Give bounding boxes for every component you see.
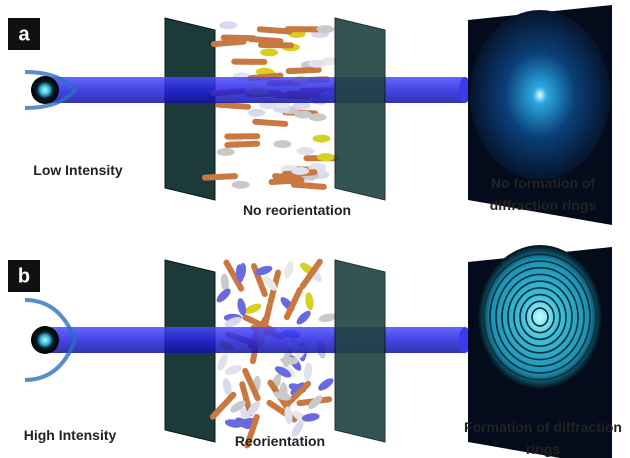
disc: [247, 108, 266, 117]
panel-b: b High Intensity Reorientation Formation of…: [8, 245, 622, 458]
rod: [252, 118, 289, 127]
medium-caption: Reorientation: [235, 433, 325, 449]
panel-label: b: [18, 265, 30, 287]
disc: [235, 264, 244, 283]
rod: [256, 26, 293, 35]
disc: [222, 378, 232, 396]
disc: [260, 48, 279, 57]
rod: [257, 41, 294, 49]
disc: [303, 362, 313, 381]
disc: [318, 378, 334, 391]
rod: [285, 66, 322, 75]
disc: [308, 163, 327, 172]
diffraction-ring: [501, 273, 579, 361]
disc: [237, 298, 247, 316]
disc: [294, 110, 313, 119]
rod: [224, 140, 261, 148]
diffraction-pattern: [470, 10, 610, 180]
disc: [224, 419, 243, 428]
screen-caption: diffraction rings: [490, 197, 597, 213]
disc: [224, 316, 242, 328]
panel-label: a: [18, 23, 30, 45]
disc: [312, 134, 331, 143]
disc: [284, 406, 293, 425]
light-source: [31, 326, 59, 354]
diffraction-ring: [525, 300, 555, 334]
rod: [242, 367, 261, 402]
rod: [299, 258, 323, 290]
disc: [230, 400, 246, 413]
rod: [223, 259, 245, 292]
pulse-shape: [24, 298, 78, 382]
disc: [219, 21, 238, 30]
light-source: [31, 76, 59, 104]
disc: [316, 153, 335, 162]
disc: [259, 101, 278, 110]
disc: [220, 273, 229, 292]
diffraction-ring: [519, 293, 561, 341]
disc: [308, 395, 323, 410]
disc: [216, 288, 231, 303]
rod: [247, 35, 284, 45]
rod: [202, 173, 238, 181]
disc: [308, 59, 327, 68]
disc: [284, 260, 294, 279]
disc: [244, 303, 262, 314]
disc: [255, 265, 273, 276]
disc: [216, 147, 235, 156]
rod: [283, 380, 312, 408]
diffraction-ring: [531, 307, 549, 327]
disc: [318, 313, 337, 323]
rod: [283, 286, 303, 321]
rod: [250, 263, 268, 298]
disc: [291, 166, 310, 175]
disc: [292, 101, 311, 110]
screen-caption: No formation of: [491, 175, 596, 191]
disc: [291, 420, 304, 437]
disc: [247, 400, 261, 416]
disc: [273, 140, 292, 149]
pulse-shape: [24, 70, 78, 110]
cell-plate: [334, 259, 386, 443]
panel-label-box: [8, 18, 40, 50]
disc: [263, 276, 277, 291]
cell-plate: [334, 17, 386, 201]
rod: [290, 181, 327, 190]
disc: [231, 180, 250, 189]
screen-caption: Formation of diffraction: [464, 419, 622, 435]
diffraction-ring: [495, 266, 585, 368]
rod: [284, 26, 321, 33]
disc: [224, 365, 242, 375]
rod: [209, 391, 237, 420]
disc: [217, 353, 228, 371]
disc: [274, 366, 292, 378]
disc: [316, 25, 335, 34]
disc: [308, 113, 327, 122]
rod: [231, 58, 268, 65]
disc: [296, 147, 315, 156]
medium-caption: No reorientation: [243, 202, 351, 218]
panel-label-box: [8, 260, 40, 292]
diffraction-ring: [507, 280, 573, 354]
source-caption: Low Intensity: [33, 162, 123, 178]
disc: [305, 292, 314, 311]
panel-a: a Low Intensity No reorientation No formati…: [8, 5, 612, 225]
disc: [296, 310, 311, 325]
cell-plate: [164, 17, 216, 201]
laser-beam: [45, 327, 465, 353]
laser-beam: [45, 77, 465, 103]
screen-caption: rings: [526, 441, 560, 457]
diffraction-ring: [513, 287, 567, 347]
rod: [215, 101, 251, 110]
disc: [273, 391, 292, 401]
disc: [301, 413, 320, 422]
source-caption: High Intensity: [24, 427, 117, 443]
diffraction-ring: [483, 253, 597, 381]
rod: [244, 413, 260, 449]
rod: [224, 133, 261, 140]
diffraction-ring: [489, 260, 591, 374]
disc: [280, 356, 299, 365]
